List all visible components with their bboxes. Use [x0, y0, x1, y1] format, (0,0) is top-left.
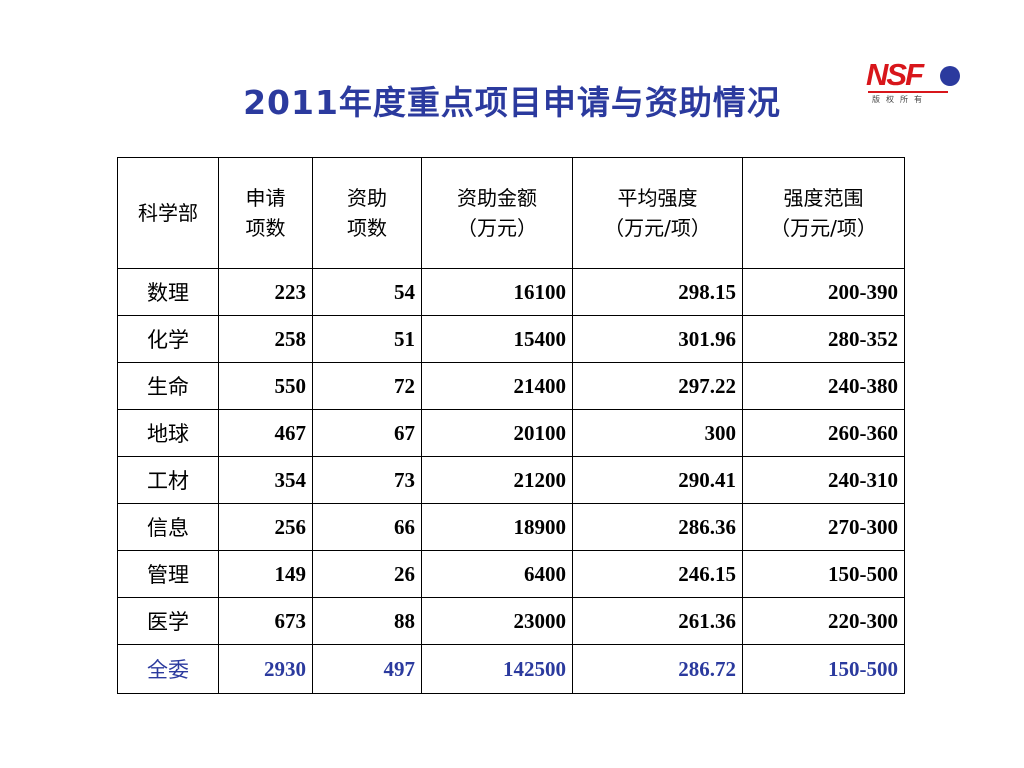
value-cell: 246.15 — [572, 550, 743, 598]
value-cell: 26 — [312, 550, 422, 598]
value-cell: 15400 — [421, 315, 573, 363]
logo-divider — [868, 91, 948, 93]
value-cell: 20100 — [421, 409, 573, 457]
value-cell: 297.22 — [572, 362, 743, 410]
value-cell: 67 — [312, 409, 422, 457]
department-cell: 信息 — [117, 503, 219, 551]
slide-title: 2011年度重点项目申请与资助情况 — [243, 83, 781, 122]
department-cell: 工材 — [117, 456, 219, 504]
value-cell: 149 — [218, 550, 313, 598]
department-cell: 地球 — [117, 409, 219, 457]
value-cell: 21200 — [421, 456, 573, 504]
value-cell: 260-360 — [742, 409, 905, 457]
value-cell: 16100 — [421, 268, 573, 316]
table-row: 医学 673 88 23000 261.36 220-300 — [117, 597, 905, 645]
total-value-cell: 497 — [312, 644, 422, 694]
value-cell: 23000 — [421, 597, 573, 645]
department-cell: 医学 — [117, 597, 219, 645]
value-cell: 354 — [218, 456, 313, 504]
column-header: 强度范围 （万元/项） — [742, 157, 905, 269]
value-cell: 270-300 — [742, 503, 905, 551]
value-cell: 240-310 — [742, 456, 905, 504]
total-value-cell: 142500 — [421, 644, 573, 694]
value-cell: 220-300 — [742, 597, 905, 645]
table-row: 化学 258 51 15400 301.96 280-352 — [117, 315, 905, 363]
value-cell: 150-500 — [742, 550, 905, 598]
value-cell: 6400 — [421, 550, 573, 598]
value-cell: 300 — [572, 409, 743, 457]
value-cell: 88 — [312, 597, 422, 645]
value-cell: 286.36 — [572, 503, 743, 551]
column-header: 资助金额 （万元） — [421, 157, 573, 269]
value-cell: 18900 — [421, 503, 573, 551]
value-cell: 298.15 — [572, 268, 743, 316]
value-cell: 280-352 — [742, 315, 905, 363]
column-header: 平均强度 （万元/项） — [572, 157, 743, 269]
total-value-cell: 286.72 — [572, 644, 743, 694]
table-header-row: 科学部 申请 项数 资助 项数 资助金额 （万元） 平均强度 （万元/项） 强度范围 （万… — [117, 157, 905, 269]
column-header: 申请 项数 — [218, 157, 313, 269]
department-cell: 管理 — [117, 550, 219, 598]
value-cell: 200-390 — [742, 268, 905, 316]
value-cell: 258 — [218, 315, 313, 363]
nsfc-logo: NSF 版权所有 — [866, 57, 962, 108]
value-cell: 223 — [218, 268, 313, 316]
table-total-row: 全委 2930 497 142500 286.72 150-500 — [117, 644, 905, 694]
table-row: 数理 223 54 16100 298.15 200-390 — [117, 268, 905, 316]
value-cell: 54 — [312, 268, 422, 316]
value-cell: 51 — [312, 315, 422, 363]
logo-subtitle: 版权所有 — [872, 95, 928, 104]
value-cell: 21400 — [421, 362, 573, 410]
table-row: 生命 550 72 21400 297.22 240-380 — [117, 362, 905, 410]
department-cell: 数理 — [117, 268, 219, 316]
value-cell: 673 — [218, 597, 313, 645]
department-cell: 化学 — [117, 315, 219, 363]
value-cell: 66 — [312, 503, 422, 551]
funding-table: 科学部 申请 项数 资助 项数 资助金额 （万元） 平均强度 （万元/项） 强度范围 （万… — [117, 157, 905, 694]
department-cell: 生命 — [117, 362, 219, 410]
table-row: 地球 467 67 20100 300 260-360 — [117, 409, 905, 457]
value-cell: 467 — [218, 409, 313, 457]
logo-text: NSF — [866, 57, 924, 92]
value-cell: 72 — [312, 362, 422, 410]
value-cell: 240-380 — [742, 362, 905, 410]
value-cell: 73 — [312, 456, 422, 504]
value-cell: 301.96 — [572, 315, 743, 363]
value-cell: 261.36 — [572, 597, 743, 645]
value-cell: 256 — [218, 503, 313, 551]
total-label-cell: 全委 — [117, 644, 219, 694]
column-header: 科学部 — [117, 157, 219, 269]
logo-circle-icon — [940, 66, 960, 86]
value-cell: 290.41 — [572, 456, 743, 504]
column-header: 资助 项数 — [312, 157, 422, 269]
total-value-cell: 2930 — [218, 644, 313, 694]
table-row: 管理 149 26 6400 246.15 150-500 — [117, 550, 905, 598]
value-cell: 550 — [218, 362, 313, 410]
total-value-cell: 150-500 — [742, 644, 905, 694]
table-row: 工材 354 73 21200 290.41 240-310 — [117, 456, 905, 504]
table-row: 信息 256 66 18900 286.36 270-300 — [117, 503, 905, 551]
